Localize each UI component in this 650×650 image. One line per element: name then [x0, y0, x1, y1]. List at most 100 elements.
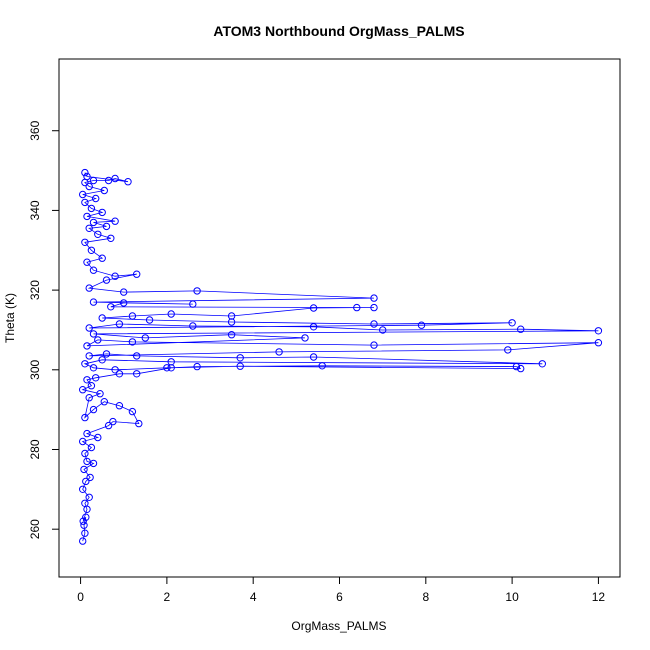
data-point — [309, 353, 318, 361]
data-point — [81, 449, 89, 458]
data-point — [98, 314, 106, 322]
data-point — [163, 364, 171, 372]
data-point — [87, 382, 96, 390]
data-point — [79, 190, 87, 199]
data-point — [89, 298, 98, 306]
data-point — [189, 322, 197, 330]
x-tick-label: 6 — [336, 590, 343, 604]
data-point — [85, 394, 93, 402]
data-point — [89, 218, 98, 227]
data-point — [133, 370, 141, 378]
data-point — [80, 465, 88, 474]
data-point — [85, 324, 93, 332]
data-point — [87, 246, 96, 255]
data-point — [81, 413, 89, 422]
data-point — [100, 398, 109, 406]
data-point — [115, 320, 124, 328]
x-tick-label: 2 — [164, 590, 171, 604]
x-tick-label: 10 — [505, 590, 519, 604]
data-point — [145, 316, 154, 324]
y-axis: 260 280 300 320 340 360 — [28, 120, 60, 539]
data-point — [98, 208, 106, 217]
data-point — [83, 376, 91, 384]
data-point — [111, 366, 119, 374]
data-point — [135, 419, 143, 428]
data-point — [81, 238, 89, 247]
data-point — [128, 407, 137, 416]
data-point — [107, 303, 115, 311]
data-point — [508, 319, 516, 327]
data-point — [107, 234, 115, 243]
data-point — [301, 334, 309, 342]
x-tick-label: 12 — [592, 590, 606, 604]
data-point — [79, 386, 87, 394]
data-point — [100, 186, 109, 195]
data-point — [370, 303, 378, 312]
data-point — [227, 331, 236, 339]
data-point — [133, 270, 141, 278]
data-point — [83, 342, 91, 350]
data-point — [89, 266, 98, 274]
data-point — [104, 176, 113, 185]
y-axis-title: Theta (K) — [3, 293, 17, 343]
y-tick-label: 260 — [28, 519, 42, 539]
data-point — [81, 168, 89, 177]
data-point — [81, 198, 89, 207]
data-point — [94, 433, 102, 442]
data-point — [79, 437, 87, 446]
data-point — [89, 330, 98, 338]
data-point — [370, 294, 378, 302]
y-tick-label: 320 — [28, 280, 42, 300]
data-point — [379, 326, 387, 334]
y-tick-label: 280 — [28, 439, 42, 459]
data-point — [94, 230, 102, 239]
data-point — [128, 312, 137, 320]
x-tick-label: 0 — [77, 590, 84, 604]
data-point — [89, 459, 98, 468]
data-point — [370, 320, 378, 328]
data-point — [89, 176, 98, 185]
data-point — [128, 338, 137, 346]
data-point — [236, 354, 244, 362]
data-point — [81, 499, 89, 507]
data-point — [102, 276, 111, 284]
data-point — [98, 254, 106, 262]
data-point — [104, 421, 113, 430]
data-point — [594, 327, 603, 335]
data-point — [189, 300, 197, 308]
data-point — [275, 348, 283, 356]
data-point — [98, 356, 106, 364]
data-point — [353, 303, 361, 312]
data-point — [102, 222, 111, 231]
data-point — [227, 312, 236, 320]
data-point — [512, 362, 521, 371]
data-point — [370, 341, 378, 349]
data-point — [124, 178, 132, 186]
data-point — [81, 529, 89, 537]
data-point — [538, 360, 546, 368]
data-point — [309, 304, 318, 312]
data-point — [83, 457, 91, 466]
data-point — [82, 513, 90, 521]
data-point — [594, 339, 603, 347]
data-point — [83, 258, 91, 266]
data-point — [115, 402, 124, 410]
x-tick-label: 4 — [250, 590, 257, 604]
data-point — [83, 429, 91, 438]
data-point — [81, 360, 89, 368]
y-tick-label: 300 — [28, 359, 42, 379]
series-line — [81, 172, 599, 542]
x-axis-title: OrgMass_PALMS — [291, 619, 386, 633]
data-point — [85, 284, 93, 292]
data-point — [318, 362, 326, 370]
data-point — [83, 172, 91, 181]
data-point — [309, 323, 318, 331]
data-point — [504, 346, 512, 354]
data-point — [236, 362, 244, 370]
data-marks — [79, 168, 603, 545]
data-point — [85, 182, 93, 191]
data-point — [80, 521, 88, 529]
data-point — [102, 350, 111, 358]
data-point — [111, 174, 119, 183]
data-point — [85, 224, 93, 233]
